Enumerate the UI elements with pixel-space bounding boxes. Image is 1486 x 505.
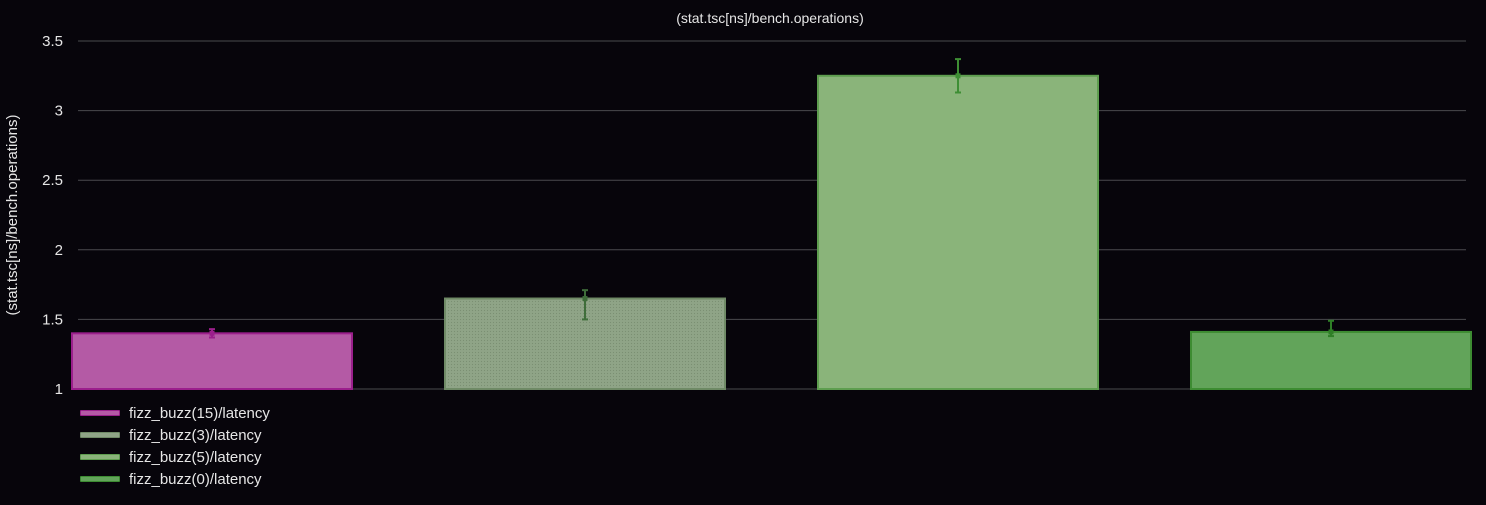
y-tick-label: 3.5 [42,33,63,50]
y-tick-label: 2.5 [42,172,63,189]
mean-marker [582,296,588,302]
mean-marker [955,73,961,79]
legend-label: fizz_buzz(5)/latency [129,448,262,466]
legend-item: fizz_buzz(3)/latency [80,424,480,446]
mean-marker [209,330,215,336]
legend-item: fizz_buzz(15)/latency [80,402,480,424]
y-tick-label: 1 [55,381,63,398]
legend-swatch [80,432,120,438]
legend-swatch [80,476,120,482]
bar [817,74,1099,391]
legend-label: fizz_buzz(15)/latency [129,404,270,422]
y-tick-labels: 1 1.5 2 2.5 3 3.5 [42,33,63,398]
bars [71,74,1472,391]
legend-swatch [80,410,120,416]
legend-swatch [80,454,120,460]
y-tick-label: 2 [55,242,63,259]
bar [1190,330,1472,391]
legend: fizz_buzz(15)/latency fizz_buzz(3)/laten… [80,402,480,490]
mean-marker [1328,329,1334,335]
legend-label: fizz_buzz(0)/latency [129,470,262,488]
chart-title: (stat.tsc[ns]/bench.operations) [676,10,864,26]
legend-label: fizz_buzz(3)/latency [129,426,262,444]
bar [71,332,353,391]
legend-item: fizz_buzz(5)/latency [80,446,480,468]
error-bars [209,58,1334,339]
y-axis-label: (stat.tsc[ns]/bench.operations) [4,115,21,316]
y-tick-label: 1.5 [42,311,63,328]
legend-item: fizz_buzz(0)/latency [80,468,480,490]
y-tick-label: 3 [55,103,63,120]
